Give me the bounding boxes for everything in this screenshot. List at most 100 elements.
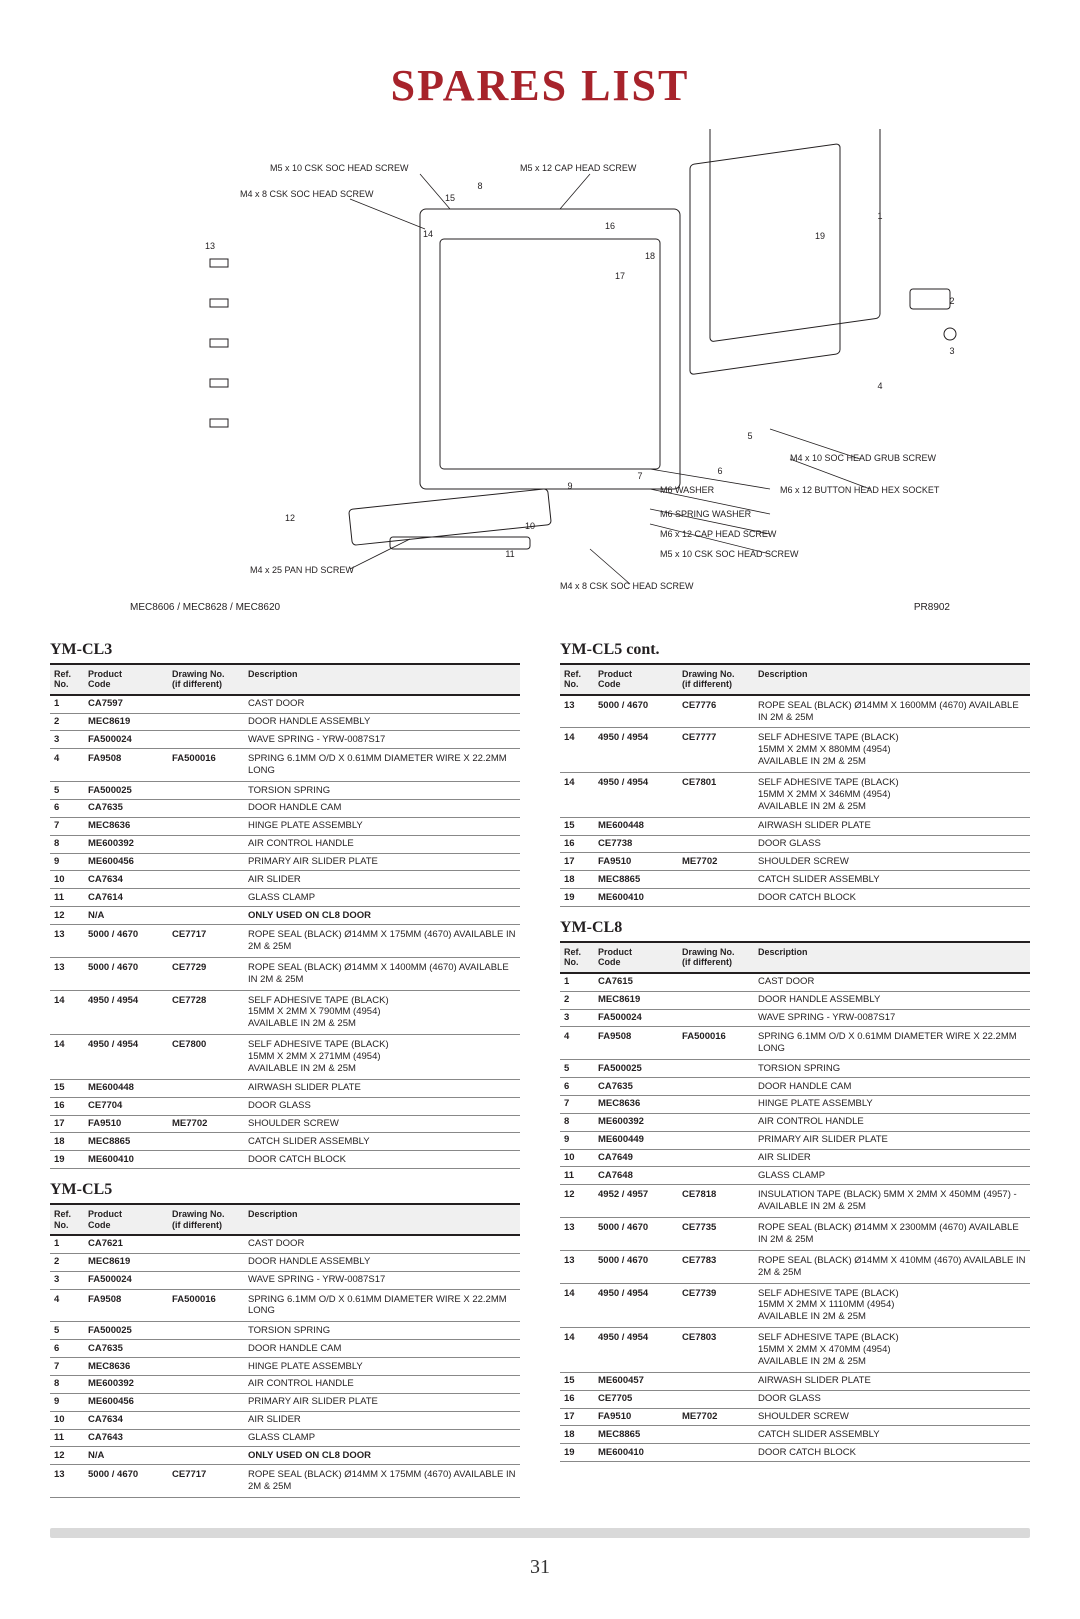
table-row: 16CE7738DOOR GLASS [560,835,1030,853]
table-cell: DOOR GLASS [244,1097,520,1115]
table-cell: 1 [50,695,84,713]
table-cell: 5000 / 4670 [84,925,168,958]
table-row: 19ME600410DOOR CATCH BLOCK [560,889,1030,907]
table-cell: 4 [50,1289,84,1322]
svg-text:2: 2 [949,296,954,306]
table-row: 6CA7635DOOR HANDLE CAM [50,1340,520,1358]
svg-text:16: 16 [605,221,615,231]
table-cell: 18 [560,1426,594,1444]
svg-text:17: 17 [615,271,625,281]
table-cell: SPRING 6.1MM O/D X 0.61MM DIAMETER WIRE … [244,1289,520,1322]
table-cell: ME600392 [84,1375,168,1393]
table-cell: CA7615 [594,973,678,991]
table-cell: HINGE PLATE ASSEMBLY [754,1095,1030,1113]
table-row: 2MEC8619DOOR HANDLE ASSEMBLY [560,991,1030,1009]
table-cell: CE7738 [594,835,678,853]
page-title: SPARES LIST [50,60,1030,111]
table-cell: ME7702 [678,853,754,871]
callout-4: M6 WASHER [660,485,715,495]
table-cell: CE7783 [678,1250,754,1283]
table-cell: CE7728 [168,990,244,1035]
table-cell: AIR CONTROL HANDLE [244,835,520,853]
table-cell: CAST DOOR [244,1235,520,1253]
table-row: 8ME600392AIR CONTROL HANDLE [50,1375,520,1393]
table-row: 17FA9510ME7702SHOULDER SCREW [50,1115,520,1133]
table-row: 144950 / 4954CE7739SELF ADHESIVE TAPE (B… [560,1283,1030,1328]
table-row: 18MEC8865CATCH SLIDER ASSEMBLY [560,871,1030,889]
table-cell: CE7803 [678,1328,754,1373]
table-cell: WAVE SPRING - YRW-0087S17 [754,1009,1030,1027]
exploded-diagram: M5 x 10 CSK SOC HEAD SCREW M5 x 12 CAP H… [90,129,990,609]
table-cell: 4950 / 4954 [594,1328,678,1373]
table-header: Drawing No.(if different) [168,1204,244,1235]
table-row: 135000 / 4670CE7735ROPE SEAL (BLACK) Ø14… [560,1218,1030,1251]
table-cell [168,907,244,925]
table-cell [678,1009,754,1027]
table-cell: 4950 / 4954 [594,1283,678,1328]
table-cell: 14 [560,773,594,818]
table-row: 2MEC8619DOOR HANDLE ASSEMBLY [50,1253,520,1271]
table-cell: FA500025 [594,1060,678,1078]
table-cell: 17 [560,1408,594,1426]
svg-text:15: 15 [445,193,455,203]
table-cell: ROPE SEAL (BLACK) Ø14MM X 1600MM (4670) … [754,695,1030,728]
table-header: Description [244,664,520,695]
table-cell: 5000 / 4670 [594,1218,678,1251]
table-cell: AIR SLIDER [754,1149,1030,1167]
table-cell: 7 [560,1095,594,1113]
table-cell: N/A [84,907,168,925]
page: SPARES LIST [0,0,1080,1619]
table-cell: HINGE PLATE ASSEMBLY [244,817,520,835]
table-cell [168,1253,244,1271]
table-cell: WAVE SPRING - YRW-0087S17 [244,731,520,749]
table-cell [678,1060,754,1078]
table-cell [168,1358,244,1376]
table-cell: CA7634 [84,871,168,889]
table-cell: FA500024 [84,1271,168,1289]
table-cell: 9 [50,853,84,871]
svg-text:3: 3 [949,346,954,356]
table-cell: 16 [560,1390,594,1408]
table-row: 16CE7705DOOR GLASS [560,1390,1030,1408]
table-cell: 4950 / 4954 [594,773,678,818]
table-cell [678,817,754,835]
column-left: YM-CL3Ref.No.ProductCodeDrawing No.(if d… [50,629,520,1498]
svg-text:14: 14 [423,229,433,239]
table-header: Drawing No.(if different) [678,942,754,973]
table-cell: CA7621 [84,1235,168,1253]
table-cell: 3 [560,1009,594,1027]
table-cell: 18 [50,1133,84,1151]
table-cell [678,1131,754,1149]
section-heading: YM-CL5 [50,1181,520,1199]
table-cell: 14 [560,728,594,773]
table-cell: CE7800 [168,1035,244,1080]
svg-text:10: 10 [525,521,535,531]
table-cell: 19 [560,1444,594,1462]
table-cell: ROPE SEAL (BLACK) Ø14MM X 410MM (4670) A… [754,1250,1030,1283]
table-row: 144950 / 4954CE7728SELF ADHESIVE TAPE (B… [50,990,520,1035]
table-cell: 2 [50,713,84,731]
svg-text:19: 19 [815,231,825,241]
table-cell [168,1235,244,1253]
table-row: 3FA500024WAVE SPRING - YRW-0087S17 [50,1271,520,1289]
table-cell: SELF ADHESIVE TAPE (BLACK)15MM X 2MM X 2… [244,1035,520,1080]
table-header: ProductCode [84,664,168,695]
table-row: 15ME600457AIRWASH SLIDER PLATE [560,1372,1030,1390]
table-cell: MEC8619 [594,991,678,1009]
table-cell [168,853,244,871]
table-cell: DOOR CATCH BLOCK [754,889,1030,907]
table-row: 135000 / 4670CE7717ROPE SEAL (BLACK) Ø14… [50,1465,520,1498]
table-cell: ME7702 [168,1115,244,1133]
table-cell: CATCH SLIDER ASSEMBLY [244,1133,520,1151]
table-cell: SHOULDER SCREW [754,853,1030,871]
table-cell: 8 [560,1113,594,1131]
table-cell: 9 [50,1393,84,1411]
table-row: 1CA7597CAST DOOR [50,695,520,713]
table-cell: FA9508 [84,749,168,782]
table-cell [168,1340,244,1358]
table-header: ProductCode [594,942,678,973]
svg-text:6: 6 [717,466,722,476]
table-cell: AIR CONTROL HANDLE [244,1375,520,1393]
table-cell: N/A [84,1447,168,1465]
table-header: Description [754,942,1030,973]
